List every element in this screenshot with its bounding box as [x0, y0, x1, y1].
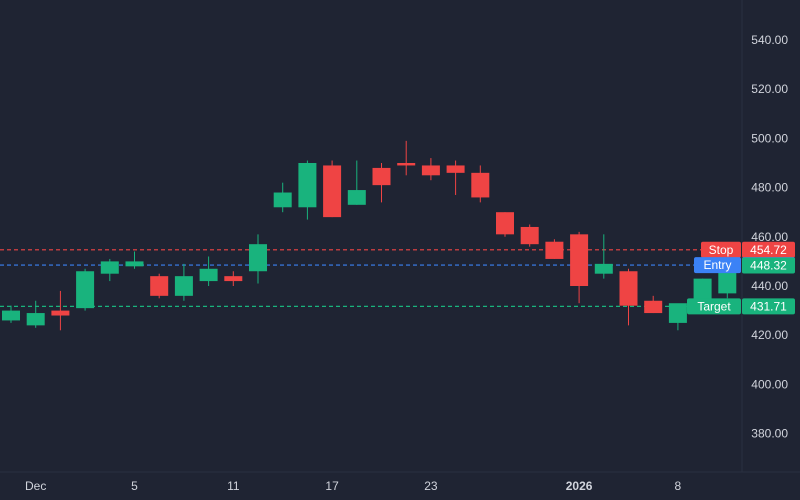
candle-body: [496, 212, 514, 235]
candle-body: [273, 192, 292, 208]
candle[interactable]: [347, 160, 366, 205]
price-axis[interactable]: 380.00 400.00 420.00 440.00 460.00 480.00 500.…: [741, 0, 788, 472]
candle-body: [372, 167, 391, 186]
candle[interactable]: [421, 158, 440, 181]
stop-label: Stop: [709, 243, 734, 257]
current-price-box: [742, 257, 795, 274]
candle-body: [397, 163, 416, 166]
level-lines: [0, 249, 742, 307]
candle[interactable]: [100, 258, 119, 282]
candle[interactable]: [520, 224, 539, 247]
stop-label-box: [701, 241, 741, 258]
time-axis[interactable]: Dec 5 11 17 23 2026 8: [0, 471, 800, 493]
candle-body: [174, 276, 193, 296]
candle-body: [125, 261, 144, 267]
price-tick-label: 440.00: [751, 279, 788, 293]
time-tick-label: 8: [675, 479, 682, 493]
candle[interactable]: [298, 160, 317, 220]
time-tick-label: 5: [131, 479, 138, 493]
candle-body: [446, 165, 465, 173]
candle-body: [693, 278, 712, 304]
candle-body: [323, 165, 342, 218]
entry-label-box: [694, 257, 741, 274]
stop-price-tag: Stop 454.72: [701, 241, 795, 258]
time-tick-label: 2026: [566, 479, 593, 493]
target-label: Target: [697, 299, 731, 313]
candle-body: [644, 300, 663, 314]
price-tick-label: 420.00: [751, 328, 788, 342]
candle-body: [298, 163, 317, 208]
candle-body: [224, 276, 243, 282]
candle[interactable]: [224, 271, 243, 286]
candle-body: [2, 310, 20, 321]
candle[interactable]: [570, 231, 589, 304]
candle[interactable]: [249, 234, 267, 284]
candle[interactable]: [496, 212, 514, 237]
candle[interactable]: [323, 160, 342, 218]
candle[interactable]: [199, 256, 218, 286]
entry-label: Entry: [703, 258, 731, 272]
candle-body: [199, 268, 218, 282]
candle[interactable]: [150, 273, 169, 299]
candle-body: [520, 226, 539, 245]
candles: [2, 140, 737, 331]
candle[interactable]: [668, 303, 687, 331]
stop-value-box: [742, 241, 795, 258]
candle-body: [26, 313, 45, 326]
candle-body: [570, 234, 589, 286]
candle-body: [471, 172, 490, 198]
stop-value-label: 454.72: [750, 243, 787, 257]
candle[interactable]: [26, 300, 45, 328]
candle-body: [150, 276, 169, 296]
time-tick-label: 11: [227, 479, 240, 493]
candle-body: [347, 190, 366, 205]
candle[interactable]: [718, 266, 737, 299]
price-tick-label: 520.00: [751, 82, 788, 96]
price-tick-label: 400.00: [751, 377, 788, 391]
candle[interactable]: [471, 165, 490, 203]
current-price-label: 448.32: [750, 259, 787, 273]
candle[interactable]: [619, 268, 638, 326]
target-label-box: [687, 298, 741, 315]
candle-body: [619, 271, 638, 306]
candle[interactable]: [397, 140, 416, 176]
candle[interactable]: [545, 239, 564, 259]
candle[interactable]: [372, 163, 391, 203]
candle[interactable]: [51, 290, 70, 331]
price-tick-label: 480.00: [751, 181, 788, 195]
candle-body: [421, 165, 440, 176]
candle-body: [545, 241, 564, 259]
candle-body: [51, 310, 70, 316]
time-tick-label: 17: [325, 479, 339, 493]
candle[interactable]: [76, 268, 95, 311]
candle[interactable]: [273, 182, 292, 213]
candle-body: [594, 263, 613, 274]
target-price-tag: Target 431.71: [687, 298, 795, 315]
time-tick-label: 23: [424, 479, 438, 493]
price-tick-label: 540.00: [751, 33, 788, 47]
target-value-label: 431.71: [750, 299, 787, 313]
price-tick-label: 500.00: [751, 131, 788, 145]
candle-body: [100, 261, 119, 274]
candle[interactable]: [446, 160, 465, 195]
candle-body: [76, 271, 95, 309]
price-tick-label: 460.00: [751, 230, 788, 244]
price-tick-label: 380.00: [751, 427, 788, 441]
time-tick-label: Dec: [25, 479, 46, 493]
candle-body: [718, 266, 737, 294]
candle-body: [249, 244, 267, 272]
current-price-tag: 448.32: [742, 257, 795, 274]
candle[interactable]: [174, 263, 193, 301]
candle[interactable]: [2, 305, 20, 323]
candle[interactable]: [644, 295, 663, 314]
candle-body: [668, 303, 687, 323]
candle[interactable]: [594, 234, 613, 279]
candle[interactable]: [125, 251, 144, 269]
target-value-box: [742, 298, 795, 315]
